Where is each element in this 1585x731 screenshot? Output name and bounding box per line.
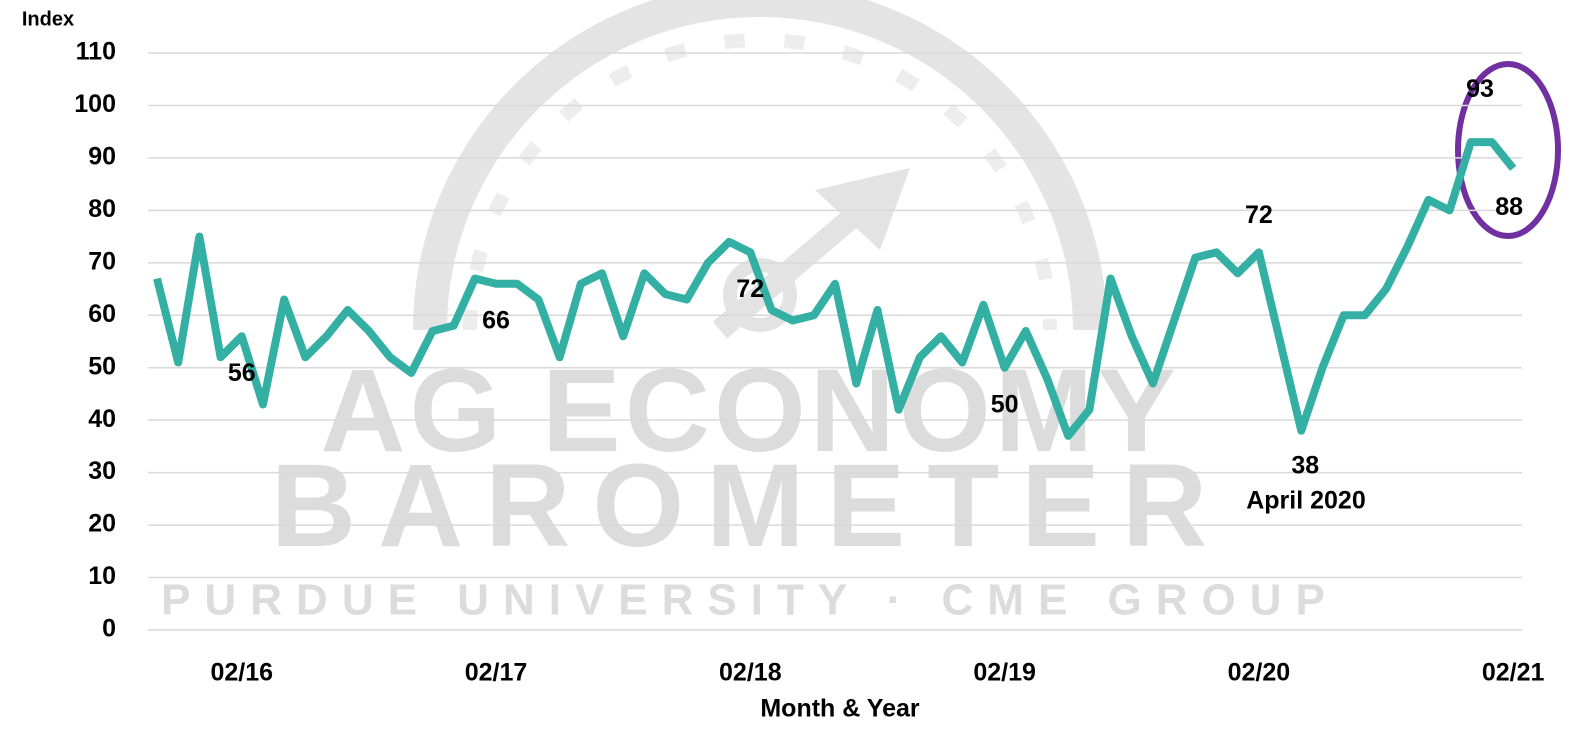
- x-tick-label: 02/19: [973, 659, 1036, 687]
- data-label: 88: [1495, 193, 1523, 221]
- y-axis-label: Index: [22, 8, 74, 30]
- annotation: April 2020: [1246, 487, 1366, 515]
- x-axis-label: Month & Year: [760, 695, 920, 723]
- y-tick-label: 0: [102, 615, 116, 643]
- data-line: [153, 138, 1517, 440]
- data-label: 72: [1245, 201, 1273, 229]
- x-tick-label: 02/17: [465, 659, 528, 687]
- data-label: 66: [482, 306, 510, 334]
- watermark-dial: [413, 0, 1107, 339]
- x-tick-label: 02/20: [1228, 659, 1291, 687]
- highlight-ellipse: [1455, 61, 1561, 239]
- watermark-text: PURDUE UNIVERSITY · CME GROUP: [161, 576, 1339, 625]
- y-tick-label: 110: [76, 38, 116, 66]
- data-label: 72: [736, 275, 764, 303]
- y-tick-label: 80: [88, 195, 116, 223]
- watermark-text: BAROMETER: [271, 440, 1229, 572]
- y-tick-label: 50: [88, 352, 116, 380]
- y-tick-label: 100: [74, 90, 116, 118]
- data-label: 93: [1466, 75, 1494, 103]
- y-tick-label: 90: [88, 143, 116, 171]
- y-tick-label: 60: [88, 300, 116, 328]
- y-tick-label: 10: [88, 562, 116, 590]
- y-tick-label: 70: [88, 247, 116, 275]
- data-label: 56: [228, 359, 256, 387]
- x-tick-label: 02/21: [1482, 659, 1545, 687]
- y-tick-label: 40: [88, 405, 116, 433]
- data-label: 38: [1291, 451, 1319, 479]
- x-tick-label: 02/18: [719, 659, 782, 687]
- y-tick-label: 30: [88, 457, 116, 485]
- y-tick-label: 20: [88, 510, 116, 538]
- data-label: 50: [991, 390, 1019, 418]
- x-tick-label: 02/16: [210, 659, 273, 687]
